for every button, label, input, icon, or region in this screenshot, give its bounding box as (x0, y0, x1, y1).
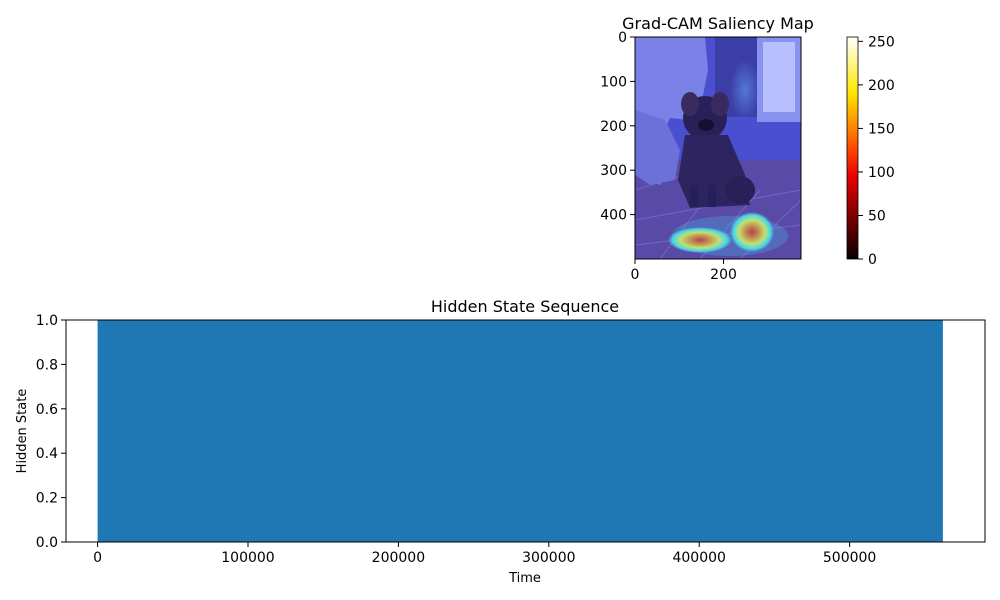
saliency-image (635, 37, 801, 259)
saliency-y-tick-label: 100 (600, 74, 627, 90)
saliency-panel: Grad-CAM Saliency Map (600, 14, 894, 283)
hidden-state-panel: Hidden State Sequence 0 100000 200000 30000… (15, 297, 986, 586)
x-axis-label: Time (508, 571, 541, 586)
x-tick-label: 400000 (672, 550, 725, 566)
colorbar-tick-label: 250 (868, 34, 895, 50)
hidden-state-title: Hidden State Sequence (431, 297, 619, 316)
puppy-shape (678, 92, 755, 208)
door-glass (763, 42, 795, 112)
colorbar-gradient (846, 36, 859, 260)
y-tick-label: 0.4 (36, 446, 58, 462)
colorbar-ticks: 0 50 100 150 200 250 (858, 34, 895, 268)
saliency-x-tick-label: 0 (631, 267, 640, 283)
y-tick-label: 0.6 (36, 402, 58, 418)
y-tick-label: 1.0 (36, 313, 58, 329)
hidden-state-fill (97, 320, 943, 542)
y-axis-label: Hidden State (15, 389, 30, 474)
door-glow (730, 60, 760, 120)
heat-blob-halo (672, 216, 788, 256)
saliency-axes: 0 200 0 100 200 300 400 (600, 30, 737, 283)
x-tick-label: 100000 (221, 550, 274, 566)
saliency-x-tick-label: 200 (710, 267, 737, 283)
y-tick-label: 0.8 (36, 357, 58, 373)
heat-blob-right (730, 212, 774, 252)
colorbar-tick-label: 100 (868, 165, 895, 181)
image-frame (634, 36, 802, 260)
saliency-y-tick-label: 300 (600, 163, 627, 179)
plot-frame (65, 319, 986, 543)
x-tick-label: 200000 (372, 550, 425, 566)
colorbar-tick-label: 50 (868, 208, 886, 224)
heat-blob-left (668, 227, 732, 253)
colorbar-tick-label: 150 (868, 121, 895, 137)
x-tick-label: 300000 (522, 550, 575, 566)
x-tick-label: 0 (93, 550, 102, 566)
colorbar-tick-label: 0 (868, 252, 877, 268)
x-tick-label: 500000 (823, 550, 876, 566)
saliency-y-tick-label: 400 (600, 208, 627, 224)
colorbar-tick-label: 200 (868, 78, 895, 94)
saliency-title: Grad-CAM Saliency Map (622, 14, 814, 33)
heatmap-overlay (668, 212, 788, 256)
hidden-state-axes: 0 100000 200000 300000 400000 500000 0.0 0.2 0.4… (36, 313, 877, 566)
y-tick-label: 0.0 (36, 535, 58, 551)
person-leg (635, 110, 680, 185)
saliency-y-tick-label: 200 (600, 119, 627, 135)
colorbar: 0 50 100 150 200 250 (846, 34, 895, 268)
y-tick-label: 0.2 (36, 491, 58, 507)
saliency-y-tick-label: 0 (618, 30, 627, 46)
